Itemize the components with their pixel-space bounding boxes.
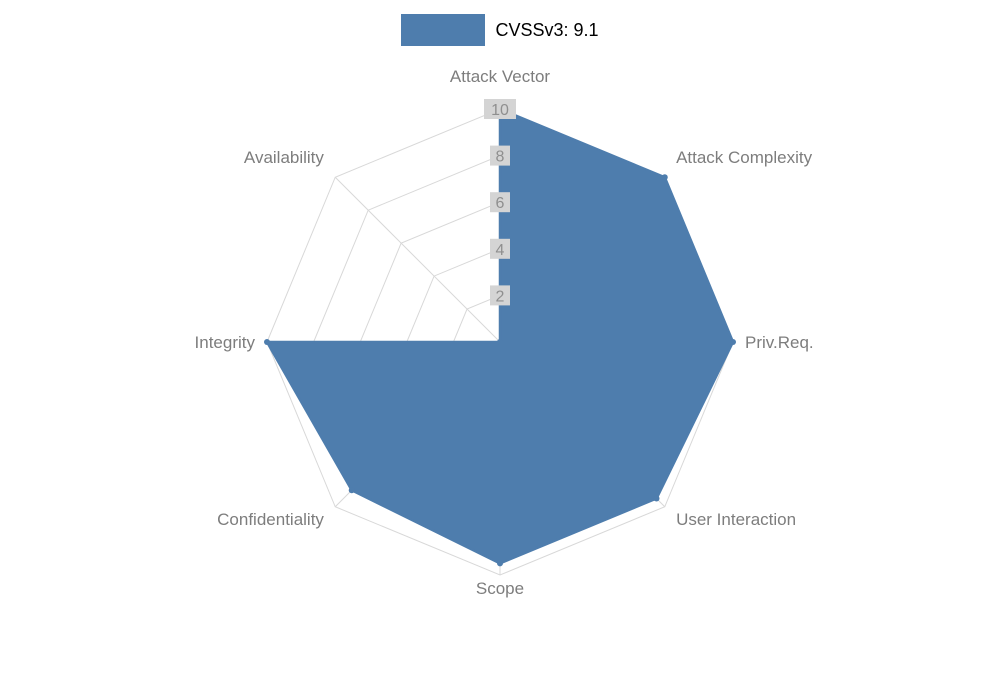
- tick-backdrop: [490, 285, 510, 306]
- legend[interactable]: CVSSv3: 9.1: [0, 14, 1000, 46]
- data-point: [264, 339, 270, 345]
- tick-backdrop: [490, 192, 510, 213]
- data-point: [497, 560, 503, 567]
- data-point: [497, 339, 503, 345]
- tick-backdrop: [484, 99, 516, 119]
- tick-backdrop: [490, 238, 510, 259]
- legend-label: CVSSv3: 9.1: [495, 20, 599, 40]
- axis-label: Scope: [476, 579, 524, 598]
- data-point: [730, 339, 736, 345]
- axis-label: Attack Complexity: [676, 148, 813, 167]
- data-point: [661, 174, 668, 181]
- tick-label: 8: [496, 149, 505, 166]
- axis-spoke: [334, 176, 501, 343]
- tick-backdrop: [490, 145, 510, 166]
- axis-label: Integrity: [195, 333, 256, 352]
- data-point: [653, 495, 660, 502]
- axis-label: Priv.Req.: [745, 333, 814, 352]
- tick-label: 6: [496, 195, 505, 212]
- tick-label: 2: [496, 288, 505, 305]
- data-point: [348, 487, 355, 494]
- tick-label: 4: [496, 242, 505, 259]
- axis-label: Attack Vector: [450, 67, 550, 86]
- legend-swatch: [401, 14, 486, 46]
- tick-label: 10: [491, 102, 509, 119]
- axis-label: Confidentiality: [217, 510, 324, 529]
- axis-label: Availability: [244, 148, 325, 167]
- axis-label: User Interaction: [676, 510, 796, 529]
